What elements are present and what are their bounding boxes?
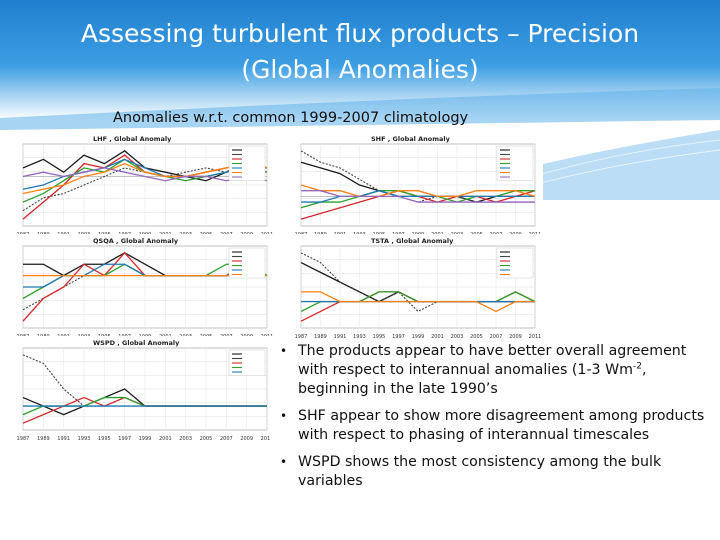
- bullet-superscript: -2: [632, 361, 642, 372]
- slide-title-line-2: (Global Anomalies): [241, 55, 479, 84]
- bullet-text: WSPD shows the most consistency among th…: [298, 454, 662, 489]
- bullet-text-tail: , beginning in the late 1990’s: [298, 362, 647, 397]
- x-tick-label: 2007: [220, 436, 233, 442]
- bullet-marker: •: [280, 344, 288, 358]
- tsta-chart: 1987 1989 1991 1993 1995 1997 1999 2001 2003 2005…: [295, 237, 542, 340]
- chart-title: TSTA , Global Anomaly: [371, 237, 454, 245]
- x-tick-label: 2003: [179, 436, 192, 442]
- x-tick-label: 2009: [240, 436, 253, 442]
- shf-chart-panel: 1987198919911993199519971999200120032005…: [283, 132, 543, 238]
- bullet-text: The products appear to have better overa…: [298, 343, 687, 378]
- wspd-chart: 1987 1989 1991 1993 1995 1997 1999 2001 2003 2005…: [17, 339, 274, 442]
- x-tick-label: 1995: [98, 436, 111, 442]
- chart-title: SHF , Global Anomaly: [371, 135, 451, 143]
- series-line: [300, 184, 536, 198]
- x-tick-label: 1987: [295, 334, 308, 340]
- x-tick-label: 2011: [529, 334, 542, 340]
- bullet-item: • The products appear to have better ove…: [270, 342, 720, 399]
- bullet-marker: •: [280, 455, 288, 469]
- x-tick-label: 1991: [57, 436, 70, 442]
- qsqa-chart-panel: 1987198919911993199519971999200120032005…: [5, 234, 275, 340]
- series-line: [22, 167, 268, 182]
- series-line: [22, 162, 268, 195]
- legend-box: [496, 247, 534, 279]
- x-tick-label: 2005: [200, 436, 213, 442]
- bullet-item: • SHF appear to show more disagreement a…: [270, 407, 720, 445]
- bullet-list: • The products appear to have better ove…: [270, 342, 720, 499]
- series-line: [300, 252, 535, 313]
- x-tick-label: 1993: [353, 334, 366, 340]
- x-tick-label: 1997: [118, 436, 131, 442]
- x-tick-label: 1989: [37, 436, 50, 442]
- tsta-chart-panel: 1987 1989 1991 1993 1995 1997 1999 2001 2003 2005…: [283, 234, 543, 340]
- slide-subtitle: Anomalies w.r.t. common 1999-2007 climat…: [113, 110, 469, 126]
- lhf-chart: 1987198919911993199519971999200120032005…: [17, 135, 274, 238]
- legend-box: [228, 247, 266, 279]
- x-tick-label: 1999: [139, 436, 152, 442]
- series-line: [301, 291, 535, 313]
- bullet-marker: •: [280, 409, 288, 423]
- x-tick-label: 1995: [373, 334, 386, 340]
- x-tick-label: 2003: [451, 334, 464, 340]
- shf-chart: 1987198919911993199519971999200120032005…: [295, 135, 542, 238]
- slide-title-line-1: Assessing turbulent flux products – Prec…: [80, 19, 640, 48]
- series-line: [301, 190, 535, 203]
- x-tick-label: 1991: [334, 334, 347, 340]
- x-tick-label: 1999: [412, 334, 425, 340]
- x-tick-label: 1989: [314, 334, 327, 340]
- x-tick-label: 1993: [78, 436, 91, 442]
- x-tick-label: 2001: [431, 334, 444, 340]
- x-tick-label: 2011: [261, 436, 274, 442]
- x-tick-label: 2009: [509, 334, 522, 340]
- qsqa-chart: 1987198919911993199519971999200120032005…: [17, 237, 274, 340]
- chart-title: QSQA , Global Anomaly: [93, 237, 179, 245]
- x-tick-label: 1987: [17, 436, 30, 442]
- wspd-chart-panel: 1987 1989 1991 1993 1995 1997 1999 2001 2003 2005…: [5, 336, 275, 442]
- x-tick-label: 2007: [490, 334, 503, 340]
- chart-title: LHF , Global Anomaly: [93, 135, 172, 143]
- bullet-item: • WSPD shows the most consistency among …: [270, 453, 720, 491]
- lhf-chart-panel: 1987198919911993199519971999200120032005…: [5, 132, 275, 238]
- chart-title: WSPD , Global Anomaly: [93, 339, 180, 347]
- bullet-text: SHF appear to show more disagreement amo…: [298, 408, 705, 443]
- x-tick-label: 2005: [470, 334, 483, 340]
- x-tick-label: 1997: [392, 334, 405, 340]
- x-tick-label: 2001: [159, 436, 172, 442]
